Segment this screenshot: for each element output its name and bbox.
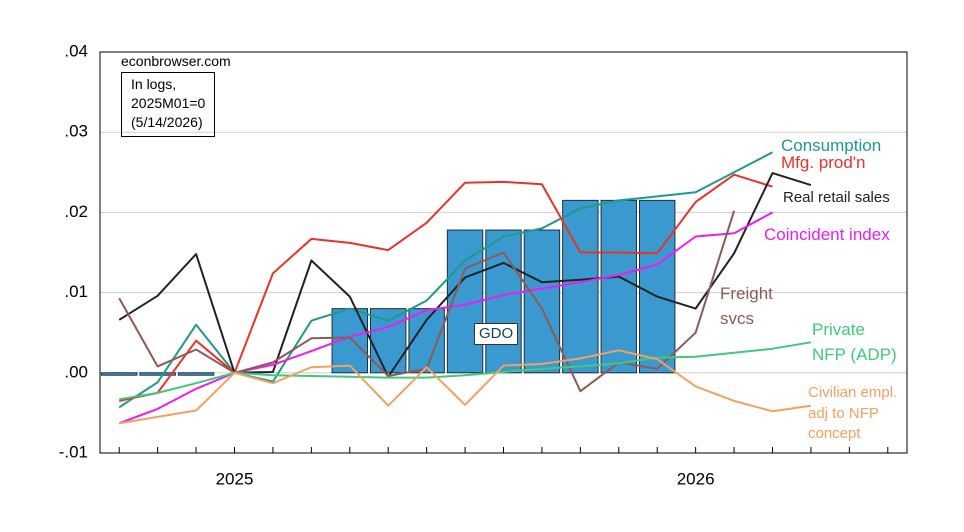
y-tick-label: .02 <box>64 202 88 221</box>
y-tick-label: -.01 <box>59 442 88 461</box>
series-line <box>119 349 812 425</box>
source: econbrowser.com <box>121 53 231 69</box>
plot-frame <box>99 51 908 454</box>
series-label: Freight svcs <box>720 284 773 328</box>
y-tick-label: .00 <box>64 362 88 381</box>
y-tick-label: .03 <box>64 122 88 141</box>
bar <box>101 372 138 376</box>
bar <box>139 372 176 376</box>
series-label: Real retail sales <box>783 189 890 206</box>
y-tick-label: .04 <box>64 41 88 60</box>
series-label: Civilian empl. adj to NFP concept <box>808 384 898 442</box>
series-line <box>118 173 773 402</box>
series-label: Mfg. prod'n <box>781 153 866 172</box>
series-label: Private NFP (ADP) <box>812 320 897 364</box>
bar <box>639 199 676 374</box>
x-tick-label: 2026 <box>677 469 715 488</box>
bar <box>370 308 407 374</box>
bar <box>485 229 522 374</box>
series-line <box>118 210 736 393</box>
bar <box>600 199 637 374</box>
bar <box>408 308 445 374</box>
y-tick-label: .01 <box>64 282 88 301</box>
x-tick-label: 2025 <box>216 469 254 488</box>
series-label: GDO <box>474 323 519 345</box>
bar <box>562 199 599 374</box>
series-line <box>118 151 773 409</box>
bar <box>177 372 215 376</box>
bar <box>523 229 561 374</box>
note-box: In logs, 2025M01=0 (5/14/2026) <box>121 72 216 137</box>
series-label: Consumption <box>781 136 882 155</box>
series-label: Coincident index <box>764 225 890 244</box>
